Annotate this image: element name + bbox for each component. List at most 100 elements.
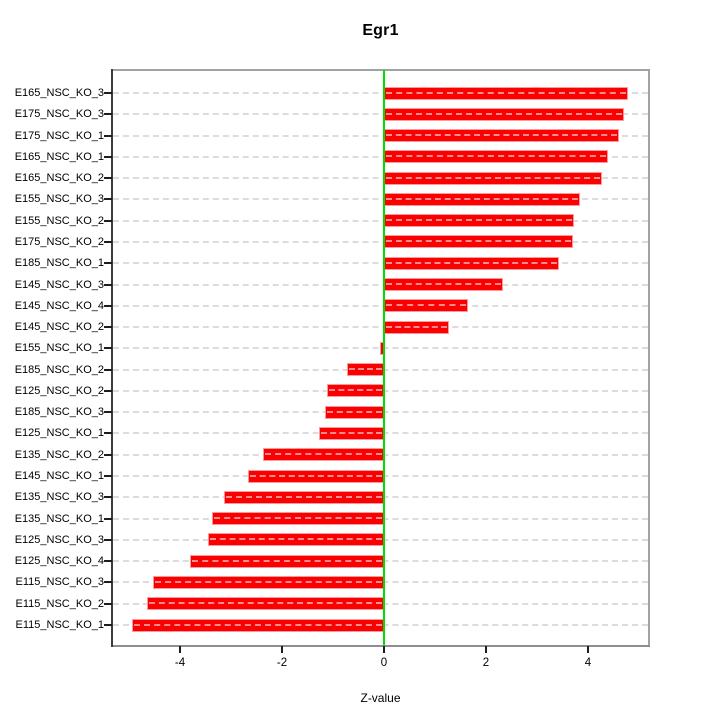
bar-E125_NSC_KO_2 (327, 384, 384, 398)
y-axis-tick (104, 368, 112, 371)
bar-center-dash (386, 304, 466, 307)
plot-box-right (648, 69, 650, 647)
bar-E115_NSC_KO_3 (153, 575, 384, 589)
bar-center-dash (155, 580, 382, 583)
y-axis-tick (104, 602, 112, 605)
y-axis-tick (104, 581, 112, 584)
bar-E135_NSC_KO_1 (211, 512, 384, 526)
bar-E155_NSC_KO_3 (384, 192, 580, 206)
bar-center-dash (386, 283, 501, 286)
y-axis-tick (104, 283, 112, 286)
bar-E135_NSC_KO_2 (263, 448, 384, 462)
plot-box-top (111, 69, 650, 71)
y-axis-label: E145_NSC_KO_3 (14, 278, 104, 291)
gridline (113, 240, 648, 243)
x-axis-tick-label: 0 (380, 657, 388, 669)
y-axis-label: E125_NSC_KO_4 (14, 555, 104, 568)
bar-E165_NSC_KO_2 (384, 171, 602, 185)
y-axis-label: E155_NSC_KO_1 (14, 342, 104, 355)
plot-box-bottom (111, 645, 650, 647)
x-axis-tick (281, 646, 283, 653)
y-axis-label: E175_NSC_KO_1 (14, 129, 104, 142)
gridline (113, 219, 648, 222)
y-axis-label: E125_NSC_KO_2 (14, 384, 104, 397)
bar-center-dash (386, 112, 622, 115)
y-axis-label: E115_NSC_KO_3 (15, 576, 104, 589)
y-axis-label: E175_NSC_KO_3 (14, 108, 104, 121)
bar-E115_NSC_KO_1 (131, 618, 384, 632)
y-axis-label: E185_NSC_KO_1 (14, 257, 104, 270)
y-axis-tick (104, 113, 112, 116)
y-axis-tick (104, 155, 112, 158)
y-axis-tick (104, 304, 112, 307)
y-axis-tick (104, 517, 112, 520)
bar-E155_NSC_KO_2 (384, 214, 575, 228)
gridline (113, 283, 648, 286)
bar-center-dash (386, 197, 578, 200)
y-axis-tick (104, 347, 112, 350)
bar-center-dash (133, 623, 382, 626)
bar-E185_NSC_KO_2 (346, 363, 384, 377)
bar-center-dash (192, 559, 382, 562)
gridline (113, 304, 648, 307)
y-axis-tick (104, 411, 112, 414)
y-axis-label: E155_NSC_KO_3 (14, 193, 104, 206)
bar-center-dash (226, 495, 382, 498)
bar-center-dash (386, 134, 617, 137)
bar-center-dash (265, 453, 382, 456)
bar-center-dash (386, 155, 607, 158)
bar-center-dash (327, 410, 382, 413)
y-axis-tick (104, 475, 112, 478)
bar-E185_NSC_KO_3 (325, 405, 384, 419)
y-axis-label: E145_NSC_KO_1 (14, 470, 104, 483)
plot-area (113, 70, 648, 645)
y-axis-tick (104, 624, 112, 626)
bar-E145_NSC_KO_1 (248, 469, 384, 483)
bar-E165_NSC_KO_3 (384, 86, 628, 100)
y-axis-label: E145_NSC_KO_2 (14, 321, 104, 334)
bar-E125_NSC_KO_4 (190, 554, 384, 568)
gridline (113, 177, 648, 180)
y-axis-tick (104, 262, 112, 265)
y-axis-tick (104, 92, 112, 94)
y-axis-label: E115_NSC_KO_1 (15, 619, 104, 631)
y-axis-label: E155_NSC_KO_2 (14, 214, 104, 227)
bar-E135_NSC_KO_3 (224, 490, 384, 504)
y-axis-label: E115_NSC_KO_2 (15, 597, 104, 610)
bar-center-dash (386, 325, 447, 328)
y-axis-tick (104, 560, 112, 563)
y-axis-label: E135_NSC_KO_3 (14, 491, 104, 504)
gridline (113, 198, 648, 201)
bar-center-dash (149, 602, 382, 605)
bar-E165_NSC_KO_1 (384, 150, 609, 164)
y-axis-tick (104, 538, 112, 541)
x-axis-tick-label: -2 (276, 657, 288, 669)
bar-center-dash (348, 368, 382, 371)
y-axis-label: E145_NSC_KO_4 (14, 299, 104, 312)
bar-center-dash (250, 474, 382, 477)
bar-center-dash (386, 240, 572, 243)
y-axis-label: E165_NSC_KO_2 (14, 172, 104, 185)
x-axis-tick-label: -4 (174, 657, 186, 669)
bar-E145_NSC_KO_3 (384, 278, 503, 292)
gridline (113, 113, 648, 116)
x-axis-tick (485, 646, 487, 653)
y-axis-label: E125_NSC_KO_1 (14, 427, 104, 440)
bar-center-dash (386, 261, 557, 264)
y-axis-tick (104, 219, 112, 222)
y-axis-label: E185_NSC_KO_2 (14, 363, 104, 376)
y-axis-tick (104, 453, 112, 456)
bar-E175_NSC_KO_2 (384, 235, 574, 249)
y-axis-tick (104, 389, 112, 392)
bar-center-dash (209, 538, 382, 541)
y-axis-label: E185_NSC_KO_3 (14, 406, 104, 419)
y-axis-tick (104, 134, 112, 137)
x-axis-tick (587, 646, 589, 653)
gridline (113, 92, 648, 94)
bar-center-dash (321, 431, 382, 434)
y-axis-tick (104, 432, 112, 435)
bar-E175_NSC_KO_3 (384, 107, 624, 121)
gridline (113, 155, 648, 158)
bar-E115_NSC_KO_2 (147, 597, 384, 611)
